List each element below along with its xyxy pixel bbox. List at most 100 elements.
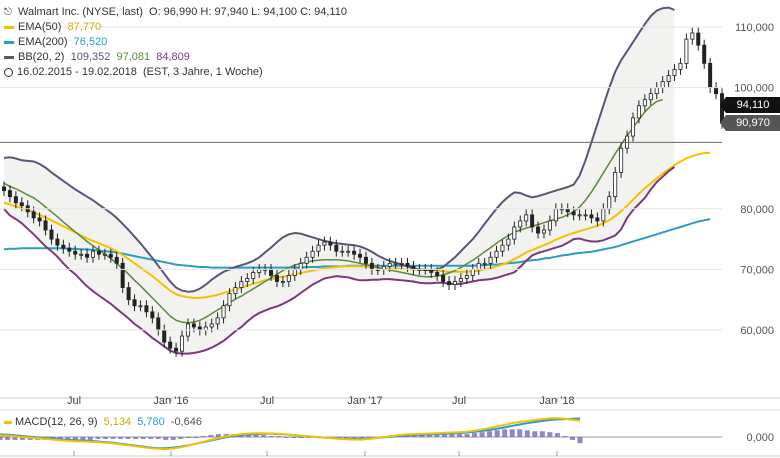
candle-body bbox=[684, 38, 689, 64]
candle-body bbox=[654, 87, 659, 95]
bb-upper-value: 109,352 bbox=[70, 51, 111, 63]
candle-body bbox=[322, 241, 327, 246]
candle-body bbox=[452, 281, 457, 285]
macd-histogram-bar bbox=[148, 437, 154, 439]
macd-histogram-bar bbox=[118, 437, 124, 439]
candle-body bbox=[690, 32, 695, 40]
candle-body bbox=[280, 281, 285, 283]
macd-y-tick-label: 0,000 bbox=[746, 432, 774, 444]
candle-body bbox=[79, 253, 84, 256]
macd-histogram-bar bbox=[95, 437, 101, 439]
macd-histogram-bar bbox=[539, 431, 545, 437]
macd-histogram-bar bbox=[283, 437, 289, 438]
macd-histogram-bar bbox=[12, 437, 18, 440]
candle-body bbox=[96, 250, 101, 255]
candle-body bbox=[310, 250, 315, 258]
macd-histogram-bar bbox=[577, 437, 583, 444]
candle-body bbox=[708, 62, 713, 89]
candle-body bbox=[613, 172, 618, 198]
candle-body bbox=[304, 256, 309, 264]
candle-body bbox=[636, 105, 641, 119]
candle-body bbox=[607, 196, 612, 210]
candle-body bbox=[49, 229, 54, 240]
candle-body bbox=[536, 226, 541, 234]
macd-histogram-bar bbox=[125, 437, 131, 439]
candle-body bbox=[251, 272, 256, 279]
x-tick-label: Jan '16 bbox=[153, 395, 188, 407]
candle-body bbox=[269, 268, 274, 276]
candle-body bbox=[547, 220, 552, 231]
ema50-swatch bbox=[4, 25, 14, 29]
x-tick-label: Jul bbox=[452, 395, 466, 407]
candle-body bbox=[589, 214, 594, 219]
y-tick-label: 60,000 bbox=[740, 325, 774, 337]
macd-histogram-bar bbox=[110, 437, 116, 439]
bb-fill-area bbox=[4, 7, 675, 354]
legend-bb-row[interactable]: BB(20, 2) 109,352 97,081 84,809 bbox=[4, 50, 347, 65]
candle-body bbox=[55, 238, 60, 246]
macd-histogram-bar bbox=[5, 437, 11, 440]
x-tick-label: Jul bbox=[67, 395, 81, 407]
price-candles bbox=[2, 27, 725, 357]
candle-body bbox=[470, 268, 475, 276]
macd-histogram-bar bbox=[253, 434, 259, 437]
macd-histogram-bar bbox=[343, 437, 349, 438]
macd-histogram-bar bbox=[155, 437, 161, 439]
candle-body bbox=[156, 317, 161, 331]
macd-histogram-bar bbox=[554, 433, 560, 437]
legend-title-row: ⎋ Walmart Inc. (NYSE, last) O: 96,990 H: … bbox=[4, 5, 347, 20]
candle-body bbox=[595, 217, 600, 222]
legend-ema50-row[interactable]: EMA(50) 87,770 bbox=[4, 20, 347, 35]
candle-body bbox=[702, 44, 707, 64]
macd-histogram-bar bbox=[140, 437, 146, 439]
macd-histogram-bar bbox=[434, 434, 440, 437]
candle-body bbox=[524, 214, 529, 222]
candle-body bbox=[571, 211, 576, 216]
macd-histogram-bar bbox=[456, 434, 462, 437]
macd-histogram-bar bbox=[441, 434, 447, 437]
macd-histogram-bar bbox=[261, 435, 267, 437]
candle-body bbox=[648, 93, 653, 101]
candle-body bbox=[108, 253, 113, 258]
candle-body bbox=[369, 262, 374, 270]
bb-lower-line bbox=[3, 166, 676, 355]
macd-histogram-bar bbox=[80, 437, 86, 440]
candle-body bbox=[387, 262, 392, 267]
candle-body bbox=[393, 262, 398, 265]
macd-value-2: 5,780 bbox=[137, 416, 165, 428]
candle-body bbox=[150, 311, 155, 319]
period-note: (EST, 3 Jahre, 1 Woche) bbox=[143, 66, 263, 78]
candle-body bbox=[245, 278, 250, 282]
candle-body bbox=[120, 262, 125, 288]
candle-body bbox=[601, 208, 606, 222]
y-axis-ticks: 60,000 70,000 80,000 100,000 110,000 bbox=[0, 22, 774, 337]
macd-histogram-bar bbox=[185, 437, 191, 438]
bb-swatch bbox=[4, 55, 14, 59]
candle-body bbox=[67, 247, 72, 252]
candle-body bbox=[494, 250, 499, 258]
candle-body bbox=[7, 190, 12, 198]
bb-mid-value: 97,081 bbox=[116, 51, 151, 63]
candle-body bbox=[358, 253, 363, 258]
candle-body bbox=[334, 244, 339, 252]
ohlc-values: O: 96,990 H: 97,940 L: 94,100 C: 94,110 bbox=[149, 6, 347, 18]
indicator-lines bbox=[3, 6, 711, 355]
last-price-tag: 94,110 bbox=[720, 97, 780, 113]
hline-price-tag[interactable]: 90,970 bbox=[720, 115, 780, 131]
macd-histogram-bar bbox=[449, 434, 455, 437]
candle-body bbox=[399, 262, 404, 265]
candle-body bbox=[476, 262, 481, 270]
macd-histogram-bar bbox=[102, 437, 108, 439]
bb-mid-line bbox=[3, 98, 663, 324]
candle-body bbox=[464, 275, 469, 279]
macd-histogram-bar bbox=[200, 436, 206, 438]
candle-body bbox=[168, 341, 173, 349]
macd-histogram-bar bbox=[517, 429, 523, 437]
candle-body bbox=[144, 305, 149, 313]
candle-body bbox=[43, 220, 48, 231]
candle-body bbox=[132, 299, 137, 307]
y-tick-label: 80,000 bbox=[740, 204, 774, 216]
legend-ema200-row[interactable]: EMA(200) 76,520 bbox=[4, 35, 347, 50]
macd-label: MACD(12, 26, 9) bbox=[15, 416, 98, 428]
